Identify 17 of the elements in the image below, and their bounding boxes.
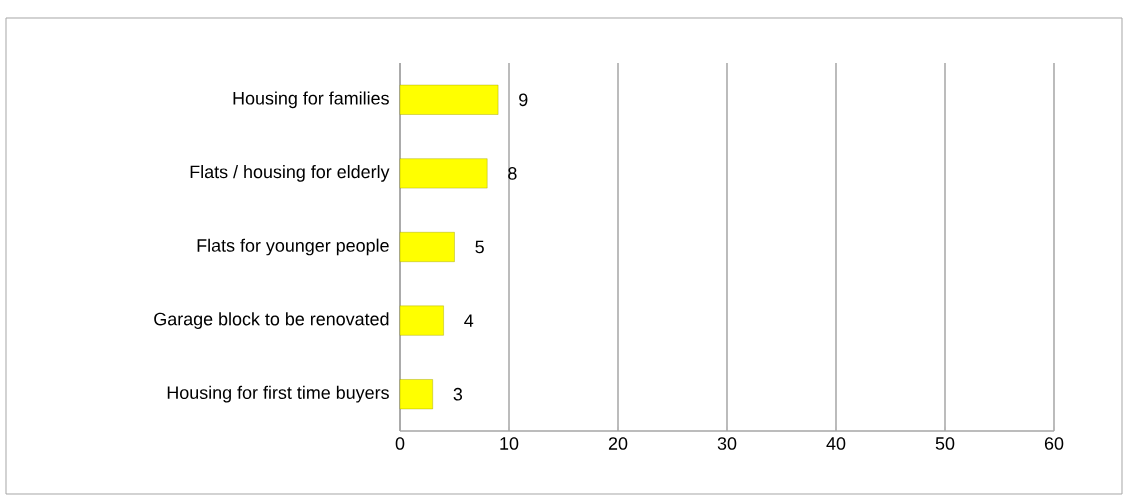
x-tick-label: 20: [608, 437, 628, 450]
x-tick-label: 0: [395, 437, 405, 450]
data-label: 9: [519, 93, 528, 107]
x-tick-label: 10: [500, 437, 519, 450]
y-tick-label: Garage block to be renovated: [154, 312, 389, 329]
x-tick-label: 50: [935, 437, 955, 450]
x-tick-label: 60: [1044, 437, 1064, 450]
data-label: 4: [464, 314, 474, 327]
data-label: 3: [453, 387, 463, 401]
x-tick-label: 30: [717, 437, 737, 450]
data-label: 5: [475, 240, 484, 254]
x-tick-label: 40: [826, 437, 846, 450]
data-label: 8: [508, 167, 517, 180]
y-tick-label: Housing for first time buyers: [167, 385, 389, 403]
y-tick-label: Housing for families: [233, 91, 389, 109]
y-tick-label: Flats / housing for elderly: [190, 165, 390, 182]
y-tick-label: Flats for younger people: [197, 238, 389, 256]
